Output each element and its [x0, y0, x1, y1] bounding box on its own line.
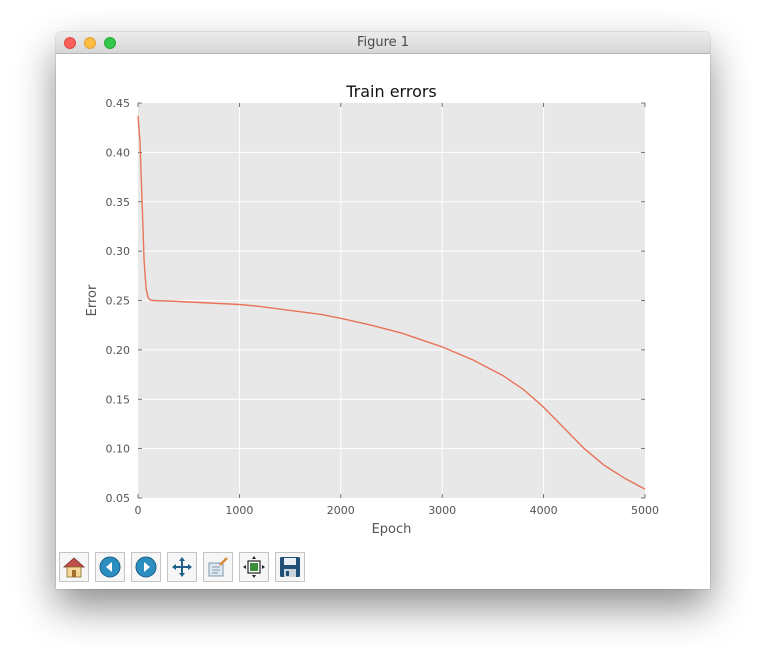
figure-window: Figure 1 0 1000 2000 3000 4000 5000 0.05 0.10 0.… — [56, 32, 710, 589]
y-axis-label: Error — [85, 284, 100, 316]
y-tick-label: 0.10 — [106, 443, 131, 456]
zoom-rect-icon — [208, 557, 228, 577]
y-tick-label: 0.35 — [106, 196, 131, 209]
home-button[interactable] — [59, 552, 89, 582]
close-button[interactable] — [64, 37, 76, 49]
y-tick-label: 0.40 — [106, 146, 131, 159]
y-tick-label: 0.45 — [106, 97, 131, 110]
move-icon — [172, 557, 192, 577]
title-bar[interactable]: Figure 1 — [56, 32, 710, 54]
floppy-icon — [280, 557, 300, 577]
x-tick-label: 1000 — [225, 504, 253, 517]
y-tick-label: 0.20 — [106, 344, 131, 357]
subplots-icon — [243, 556, 265, 578]
subplots-button[interactable] — [239, 552, 269, 582]
arrow-right-icon — [135, 556, 157, 578]
home-icon — [62, 557, 86, 578]
arrow-left-icon — [99, 556, 121, 578]
minimize-button[interactable] — [84, 37, 96, 49]
x-tick-label: 5000 — [631, 504, 659, 517]
y-tick-label: 0.30 — [106, 245, 131, 258]
window-title: Figure 1 — [356, 35, 410, 50]
x-tick-label: 0 — [135, 504, 142, 517]
pan-button[interactable] — [167, 552, 197, 582]
zoom-rect-button[interactable] — [203, 552, 233, 582]
forward-button[interactable] — [131, 552, 161, 582]
x-tick-label: 4000 — [530, 504, 558, 517]
x-axis-label: Epoch — [372, 522, 412, 537]
chart-title: Train errors — [345, 82, 437, 101]
back-button[interactable] — [95, 552, 125, 582]
axis-ticks: 0 1000 2000 3000 4000 5000 0.05 0.10 0.15 0.20 0.2… — [106, 97, 660, 517]
y-tick-label: 0.25 — [106, 295, 131, 308]
x-tick-label: 2000 — [327, 504, 355, 517]
x-tick-label: 3000 — [428, 504, 456, 517]
grid-lines — [138, 103, 645, 498]
save-button[interactable] — [275, 552, 305, 582]
zoom-button[interactable] — [104, 37, 116, 49]
line-chart: 0 1000 2000 3000 4000 5000 0.05 0.10 0.15 0.20 0.2… — [85, 82, 660, 537]
series-group — [137, 115, 646, 490]
y-tick-label: 0.15 — [106, 393, 131, 406]
y-tick-label: 0.05 — [106, 492, 131, 505]
series-line — [137, 115, 646, 490]
